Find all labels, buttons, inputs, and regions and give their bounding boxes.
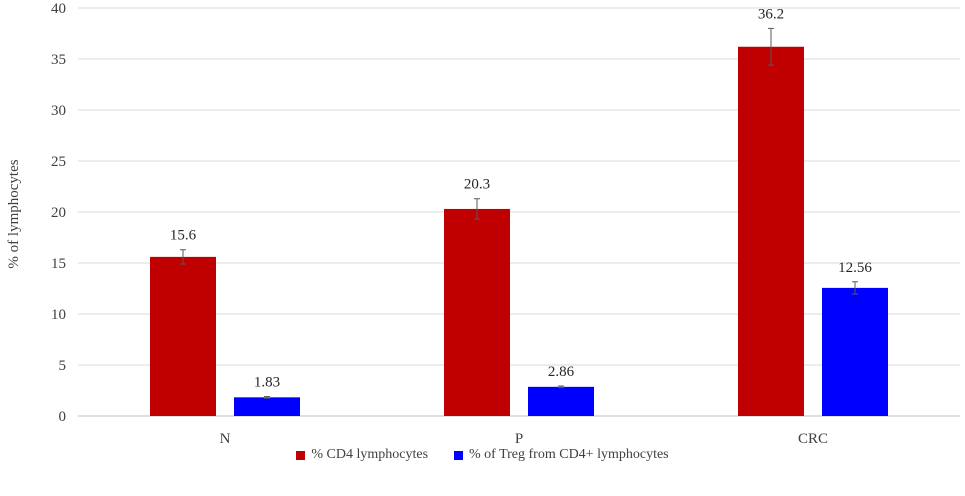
y-tick-label: 40 (51, 1, 66, 17)
data-label: 1.83 (254, 375, 280, 391)
category-label-n: N (220, 431, 231, 447)
category-label-crc: CRC (798, 431, 828, 447)
bar-treg-n (234, 397, 300, 416)
y-tick-label: 30 (51, 103, 66, 119)
y-tick-label: 15 (51, 256, 66, 272)
category-labels: N P CRC (220, 431, 828, 447)
gridlines (78, 7, 960, 417)
data-label: 20.3 (464, 177, 490, 193)
legend-item-treg: % of Treg from CD4+ lymphocytes (454, 447, 669, 463)
y-tick-labels: 0 5 10 15 20 25 30 35 40 (51, 1, 66, 425)
bars: 15.6 1.83 20.3 2.86 36.2 12.56 (150, 6, 888, 416)
category-label-p: P (515, 431, 523, 447)
data-label: 2.86 (548, 364, 575, 380)
y-tick-label: 35 (51, 52, 66, 68)
legend-swatch-treg (454, 450, 464, 460)
legend-label-cd4: % CD4 lymphocytes (311, 447, 429, 462)
y-tick-label: 20 (51, 205, 66, 221)
legend-label-treg: % of Treg from CD4+ lymphocytes (469, 447, 669, 462)
bar-cd4-p (444, 208, 510, 416)
data-label: 36.2 (758, 6, 784, 22)
y-tick-label: 5 (59, 358, 67, 374)
bar-treg-crc (822, 287, 888, 416)
bar-treg-p (528, 386, 594, 416)
bar-cd4-crc (738, 46, 804, 416)
legend: % CD4 lymphocytes % of Treg from CD4+ ly… (0, 447, 965, 463)
legend-swatch-cd4 (296, 450, 306, 460)
data-label: 12.56 (838, 260, 872, 276)
data-label: 15.6 (170, 228, 197, 244)
y-tick-label: 10 (51, 307, 66, 323)
y-tick-label: 0 (59, 409, 67, 425)
y-tick-label: 25 (51, 154, 66, 170)
bar-cd4-n (150, 256, 216, 416)
legend-item-cd4: % CD4 lymphocytes (296, 447, 428, 463)
y-axis-title: % of lymphocytes (6, 159, 22, 268)
